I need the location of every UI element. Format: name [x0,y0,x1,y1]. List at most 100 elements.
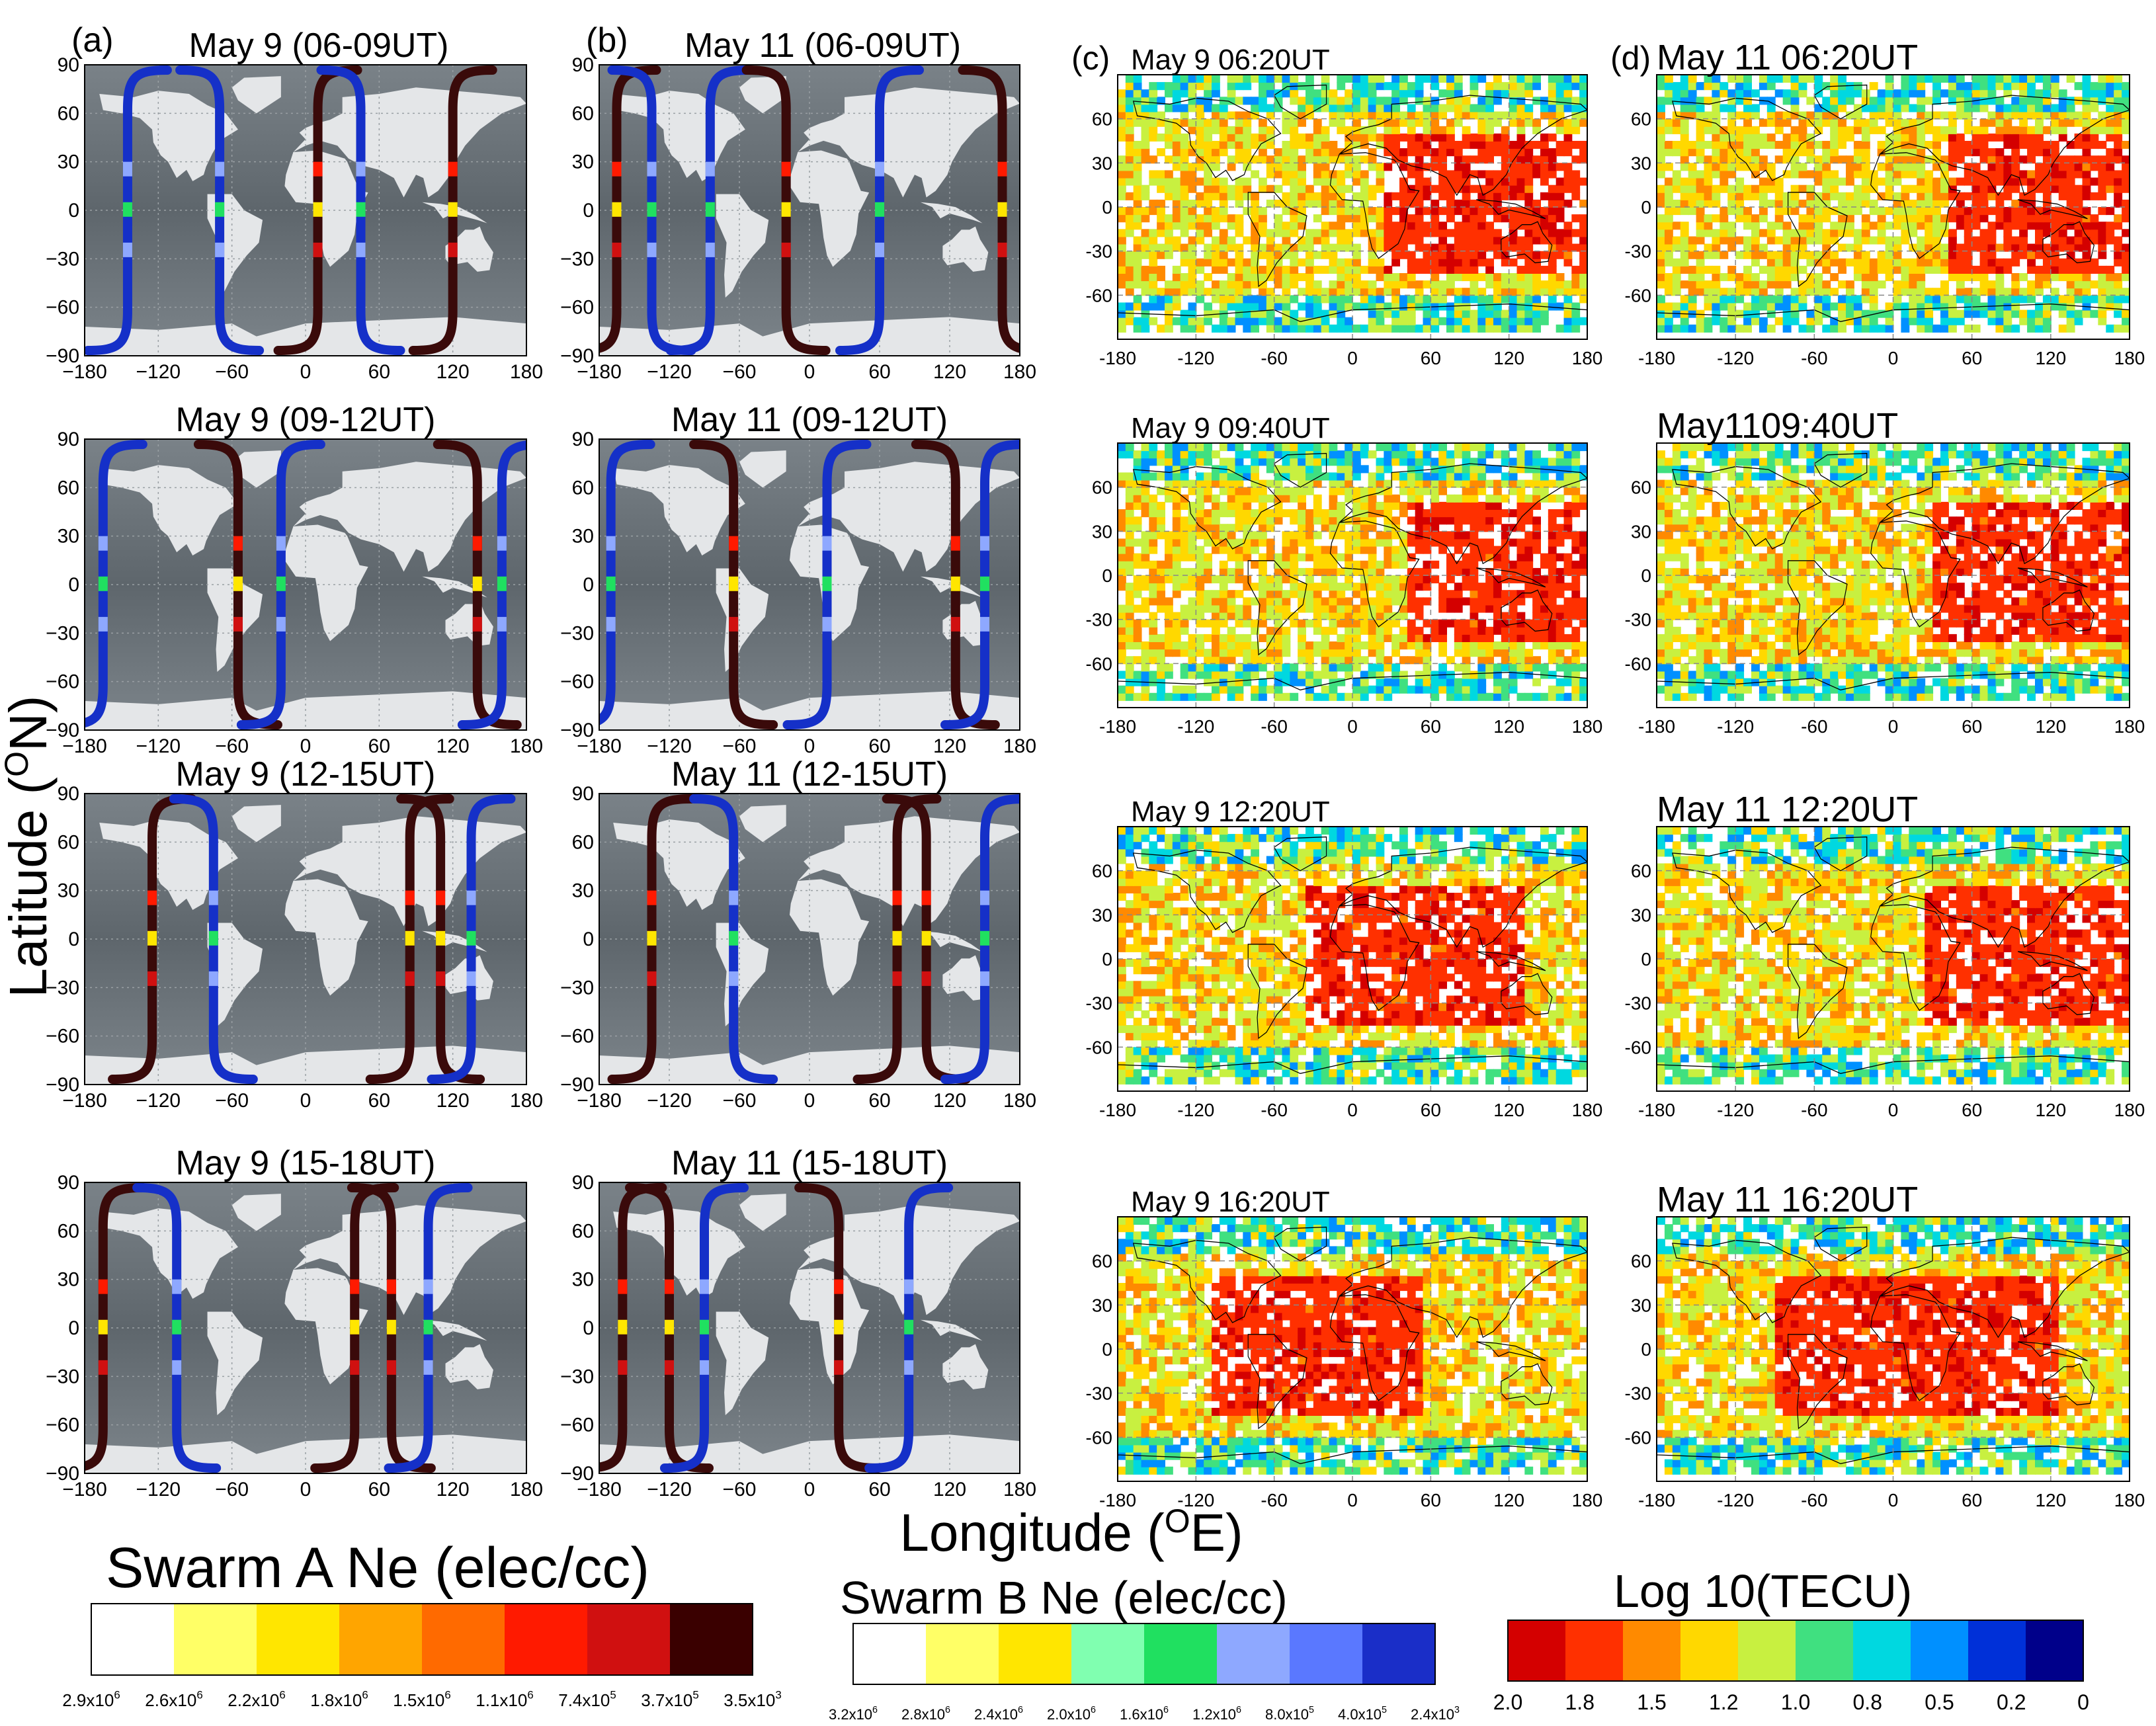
x-tick-label: 180 [1003,1090,1036,1112]
track-segment [448,202,458,217]
track-segment [875,161,884,177]
x-tick-label: 60 [1962,1490,1982,1510]
x-tick-label: −180 [577,1479,622,1500]
track-segment [448,242,458,257]
y-tick-label: −60 [46,1415,79,1436]
x-tick-label: -60 [1801,716,1827,737]
x-tick-label: 180 [510,735,543,757]
x-tick-label: 60 [1962,348,1982,368]
y-tick-label: −60 [560,1415,594,1436]
colorbar-swatch [1508,1620,1566,1681]
panel-title: May 11 (12-15UT) [671,755,948,794]
map-panel-a-1: 90 60 30 0 −30 −60 −90−180 −120 −60 0 60 120 180 May … [46,21,543,383]
map-panel-b-2: 90 60 30 0 −30 −60 −90−180 −120 −60 0 60 120 180 May … [560,401,1036,757]
y-tick-label: 30 [1092,153,1112,173]
track-segment [875,242,884,257]
colorbar-swatch [1911,1620,1969,1681]
y-tick-label: −30 [560,622,594,644]
x-tick-label: 0 [1888,1100,1899,1120]
y-tick-label: 60 [572,1220,594,1242]
track-segment [215,161,225,177]
x-tick-label: -120 [1717,348,1754,368]
track-segment [892,971,902,986]
tec-cells [1118,75,1587,333]
y-tick-label: 30 [1631,153,1651,173]
x-tick-label: -120 [1717,1490,1754,1510]
track-segment [997,161,1007,177]
track-segment [781,202,791,217]
track-segment [950,616,960,632]
y-tick-label: 60 [1631,109,1651,130]
track-segment [665,1360,674,1375]
y-tick-label: -30 [1086,993,1112,1014]
panel-title: May 9 (06-09UT) [189,26,449,65]
x-tick-label: 0 [1347,1490,1358,1510]
track-segment [705,242,715,257]
panel-title: May 11 (15-18UT) [671,1144,948,1182]
track-segment [233,536,243,551]
track-segment [436,930,446,946]
y-tick-label: -60 [1086,653,1112,674]
track-segment [647,930,657,946]
colorbar-swatch [1968,1620,2026,1681]
colorbar-swatch [2026,1620,2084,1681]
track-segment [147,890,157,905]
colorbar-swatch [257,1604,340,1675]
colorbar-title: Swarm B Ne (elec/cc) [840,1572,1288,1623]
x-tick-label: −60 [723,735,757,757]
x-tick-label: 180 [1572,1490,1603,1510]
track-segment [700,1279,709,1294]
y-tick-label: −60 [46,1026,79,1048]
x-tick-label: -120 [1177,348,1214,368]
y-tick-label: 60 [572,831,594,853]
track-segment [98,616,108,632]
colorbar-tick-label: 1.0 [1781,1690,1810,1714]
track-segment [350,1319,360,1335]
track-segment [729,930,739,946]
track-segment [647,242,657,257]
map-panel-a-2: 90 60 30 0 −30 −60 −90−180 −120 −60 0 60 120 180 May … [46,401,543,757]
track-segment [729,576,739,591]
colorbar-tick-label: 2.0x106 [1047,1705,1096,1723]
y-tick-label: 30 [572,151,594,173]
colorbar-swatch [1071,1623,1145,1684]
y-tick-label: 30 [572,526,594,548]
x-tick-label: −60 [723,361,757,383]
colorbar-swatch [1290,1623,1363,1684]
x-tick-label: 120 [436,361,470,383]
tec-map-panel-d-3: 60 30 0 -30 -60 -180 -120 -60 0 60 120 180 May 11 12… [1625,790,2145,1120]
x-tick-label: -60 [1261,1100,1287,1120]
track-segment [172,1279,182,1294]
x-tick-label: 180 [2114,1490,2145,1510]
y-tick-label: 30 [572,1269,594,1291]
track-segment [276,536,286,551]
x-tick-label: -120 [1177,1100,1214,1120]
panel-tag: (a) [71,21,114,60]
panel-title: May 9 09:40UT [1131,412,1330,444]
track-segment [497,576,507,591]
x-tick-label: 120 [1493,1100,1524,1120]
y-tick-label: −90 [560,1463,594,1485]
x-tick-label: 60 [868,735,890,757]
y-tick-label: 0 [68,200,79,222]
y-tick-label: -60 [1625,653,1651,674]
y-tick-label: 60 [1631,1251,1651,1272]
colorbar-swatch [505,1604,588,1675]
track-segment [950,576,960,591]
track-segment [423,1360,433,1375]
colorbar-tick-label: 1.5 [1637,1690,1666,1714]
panel-title: May 9 (12-15UT) [176,755,436,794]
x-tick-label: -180 [1099,1490,1136,1510]
track-segment [497,616,507,632]
x-tick-label: 120 [436,735,470,757]
track-segment [208,930,218,946]
panel-tag: (b) [586,21,628,60]
track-segment [472,616,482,632]
track-segment [618,1360,628,1375]
x-tick-label: 0 [1888,348,1899,368]
colorbar-tick-label: 1.2x106 [1192,1705,1241,1723]
y-tick-label: −30 [46,977,79,999]
y-tick-label: −60 [560,297,594,319]
colorbar-tick-label: 3.7x105 [641,1688,698,1710]
track-segment [497,536,507,551]
